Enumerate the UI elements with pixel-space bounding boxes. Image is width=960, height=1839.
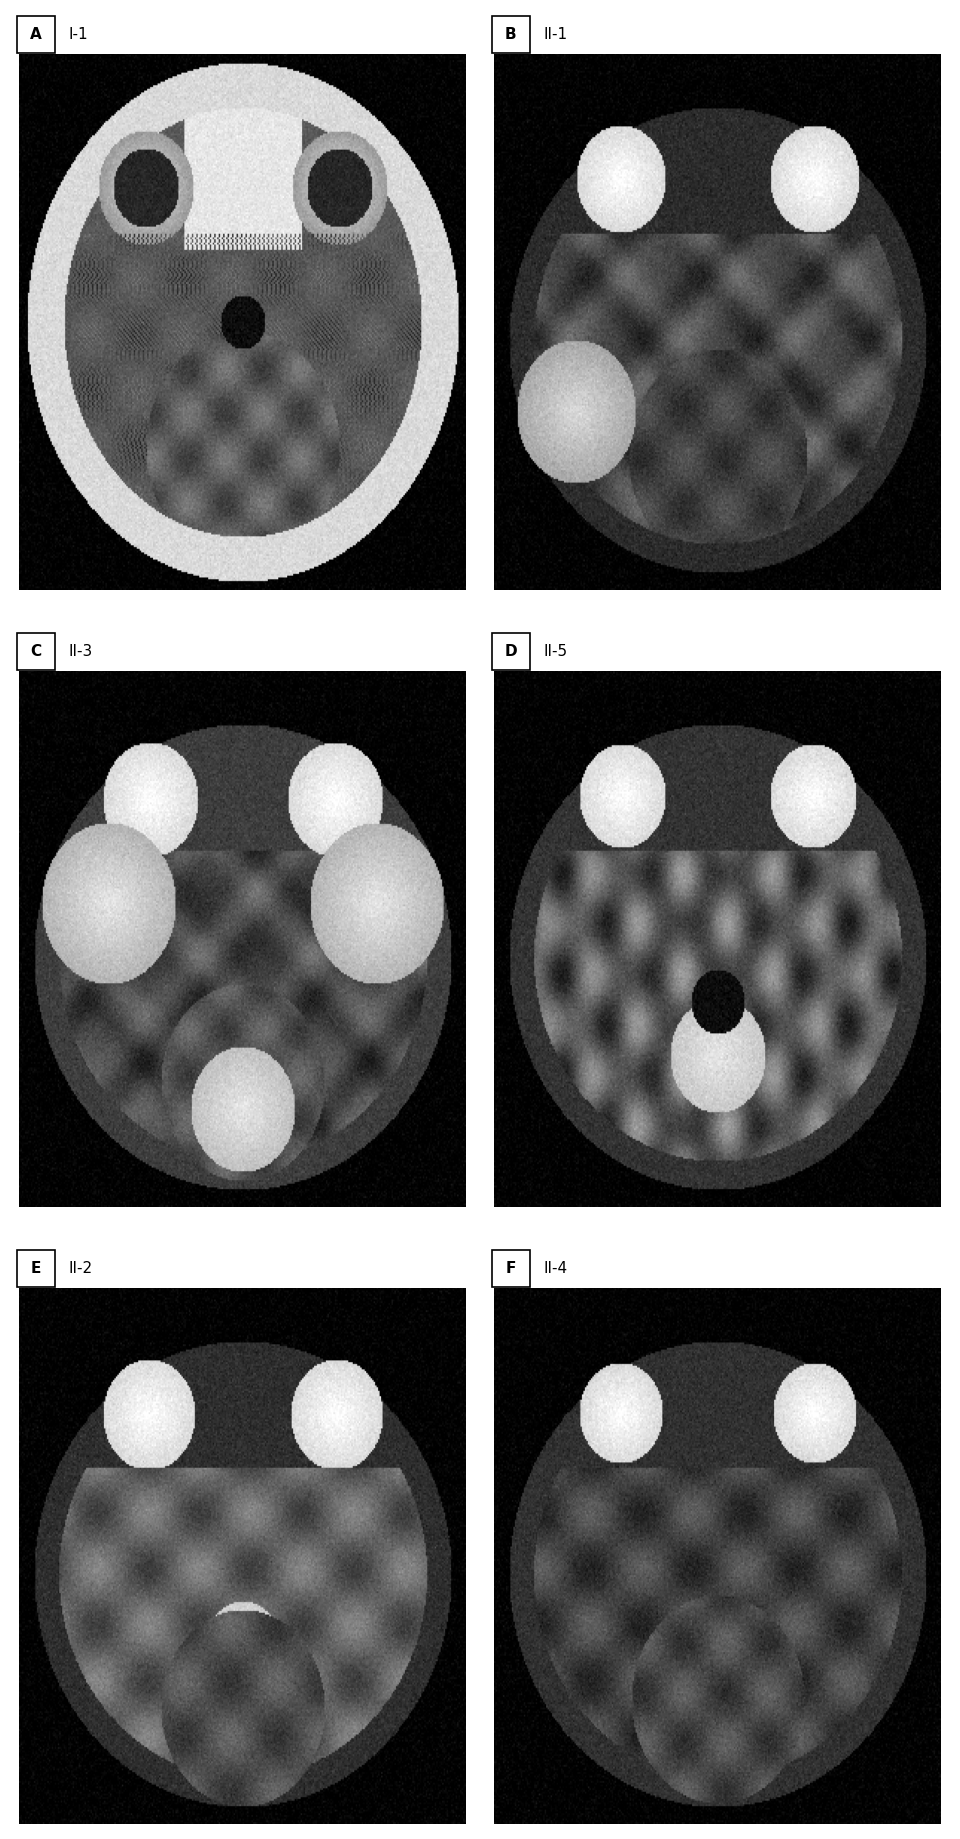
FancyBboxPatch shape xyxy=(17,1251,55,1287)
Text: E: E xyxy=(31,1262,41,1276)
FancyBboxPatch shape xyxy=(492,1251,530,1287)
Text: C: C xyxy=(30,644,41,658)
Text: I-1: I-1 xyxy=(68,28,88,42)
FancyBboxPatch shape xyxy=(492,634,530,669)
Text: F: F xyxy=(506,1262,516,1276)
Text: II-2: II-2 xyxy=(68,1262,92,1276)
FancyBboxPatch shape xyxy=(492,17,530,53)
Text: II-1: II-1 xyxy=(543,28,567,42)
FancyBboxPatch shape xyxy=(17,17,55,53)
Text: II-4: II-4 xyxy=(543,1262,567,1276)
Text: II-3: II-3 xyxy=(68,644,92,658)
Text: II-5: II-5 xyxy=(543,644,567,658)
Text: A: A xyxy=(30,28,41,42)
FancyBboxPatch shape xyxy=(17,634,55,669)
Text: D: D xyxy=(505,644,517,658)
Text: B: B xyxy=(505,28,516,42)
